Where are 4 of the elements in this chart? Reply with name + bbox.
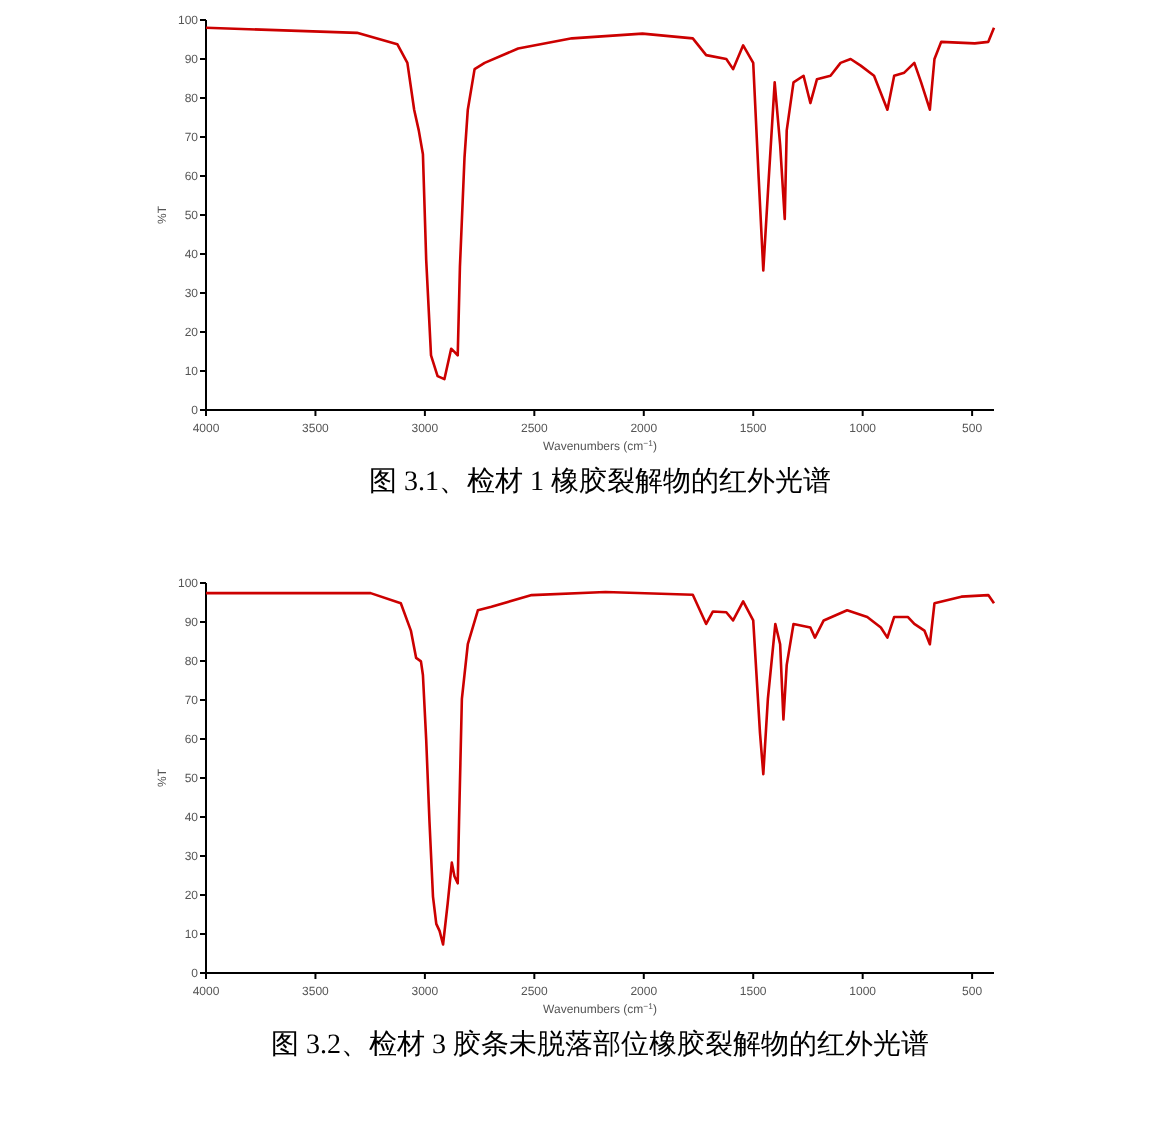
text: 图 3.1、检材 1 橡胶裂解物的红外光谱 — [369, 466, 831, 498]
line-series — [204, 26, 996, 381]
line-series — [204, 590, 996, 946]
text: 图 3.2、检材 3 胶条未脱落部位橡胶裂解物的红外光谱 — [271, 1029, 929, 1061]
